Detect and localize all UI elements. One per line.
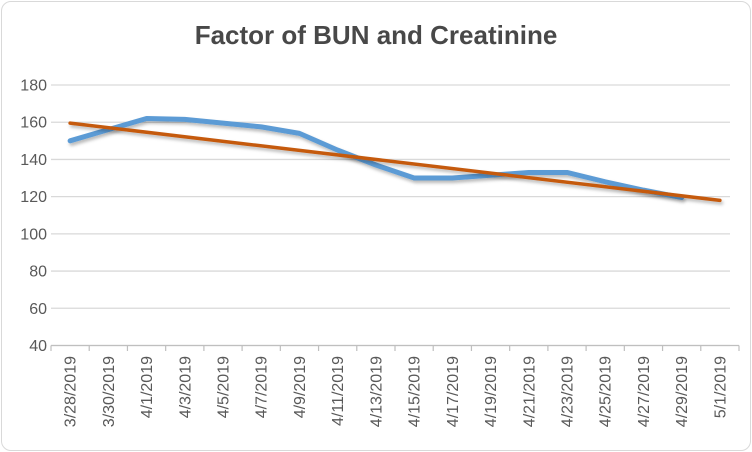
x-axis-tick-label: 4/29/2019 [674,356,691,427]
x-axis [50,344,740,351]
x-axis-tick-label: 4/13/2019 [368,356,385,427]
y-axis-tick-label: 160 [20,115,47,132]
x-axis-tick-label: 3/28/2019 [63,356,80,427]
y-gridlines [51,84,730,347]
x-axis-tick-label: 4/27/2019 [636,356,653,427]
x-axis-tick-label: 4/11/2019 [330,356,347,426]
x-axis-tick-label: 4/3/2019 [177,356,194,418]
y-axis-labels: 180 160 140 120 100 80 60 40 [20,78,47,356]
x-axis-tick-label: 4/15/2019 [407,356,424,427]
x-axis-tick-label: 4/9/2019 [292,356,309,418]
x-axis-tick-label: 4/1/2019 [139,356,156,418]
y-axis-tick-label: 120 [20,189,47,206]
y-axis-tick-label: 100 [20,226,47,243]
y-axis-tick-label: 40 [29,338,47,355]
chart-title: Factor of BUN and Creatinine [194,20,558,50]
x-axis-tick-label: 4/23/2019 [560,356,577,427]
x-axis-tick-label: 5/1/2019 [712,356,729,418]
trendline [68,121,722,203]
series-line [67,115,685,201]
y-axis-tick-label: 80 [29,264,47,281]
x-axis-tick-label: 4/17/2019 [445,356,462,427]
x-axis-tick-label: 4/7/2019 [254,356,271,418]
x-axis-tick-label: 4/25/2019 [598,356,615,427]
y-axis-tick-label: 60 [29,301,47,318]
x-axis-tick-label: 4/21/2019 [521,356,538,427]
x-axis-tick-label: 3/30/2019 [101,356,118,427]
y-axis-tick-label: 140 [20,152,47,169]
y-axis-tick-label: 180 [20,78,47,95]
x-axis-tick-label: 4/5/2019 [216,356,233,418]
x-axis-tick-label: 4/19/2019 [483,356,500,427]
x-axis-labels: 3/28/2019 3/30/2019 4/1/2019 4/3/2019 4/5/20… [63,356,730,427]
